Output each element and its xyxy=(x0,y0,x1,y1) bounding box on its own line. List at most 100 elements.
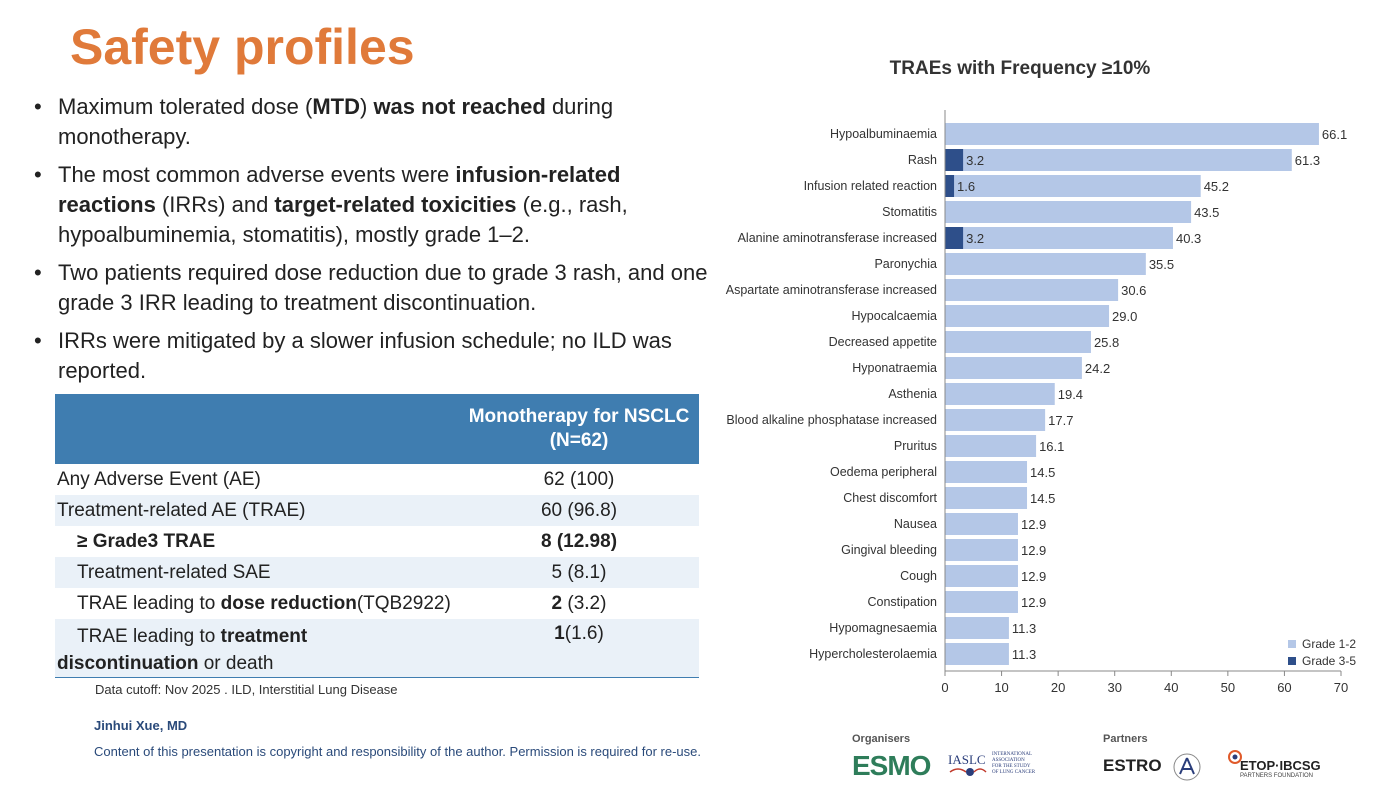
category-label: Gingival bleeding xyxy=(841,543,937,557)
bullet-dose-reduction: Two patients required dose reduction due… xyxy=(30,258,710,318)
table-row: Treatment-related SAE 5 (8.1) xyxy=(55,557,699,588)
category-label: Oedema peripheral xyxy=(830,465,937,479)
bar-inner-label: 1.6 xyxy=(957,179,975,194)
data-label: 30.6 xyxy=(1121,283,1146,298)
bar-grade-1-2 xyxy=(945,123,1319,145)
bar-grade-1-2 xyxy=(945,591,1018,613)
bar-grade-1-2 xyxy=(945,487,1028,509)
table-row: TRAE leading to dose reduction(TQB2922) … xyxy=(55,588,699,619)
data-label: 24.2 xyxy=(1085,361,1110,376)
bar-grade-1-2 xyxy=(945,253,1146,275)
row-label: Treatment-related AE (TRAE) xyxy=(55,495,459,526)
bar-grade-1-2 xyxy=(945,175,1201,197)
data-label: 40.3 xyxy=(1176,231,1201,246)
row-label: Any Adverse Event (AE) xyxy=(57,468,261,490)
etop-subtitle: PARTNERS FOUNDATION xyxy=(1240,773,1314,779)
data-label: 12.9 xyxy=(1021,595,1046,610)
data-label: 45.2 xyxy=(1204,179,1229,194)
legend-label: Grade 3-5 xyxy=(1302,654,1356,668)
category-label: Chest discomfort xyxy=(843,491,937,505)
iaslc-emblem-icon xyxy=(949,768,987,776)
data-label: 16.1 xyxy=(1039,439,1064,454)
category-label: Hypercholesterolaemia xyxy=(809,647,937,661)
data-label: 11.3 xyxy=(1012,647,1036,662)
data-label: 12.9 xyxy=(1021,569,1046,584)
row-value: 5 (8.1) xyxy=(459,557,699,588)
bar-grade-1-2 xyxy=(945,383,1055,405)
x-tick-label: 60 xyxy=(1277,680,1291,695)
esmo-logo: ESMO xyxy=(852,750,931,781)
data-label: 25.8 xyxy=(1094,335,1119,350)
category-label: Hyponatraemia xyxy=(852,361,937,375)
row-value: 1(1.6) xyxy=(459,619,699,678)
row-label: Treatment-related SAE xyxy=(55,557,459,588)
category-label: Infusion related reaction xyxy=(804,179,937,193)
data-label: 61.3 xyxy=(1295,153,1320,168)
data-label: 35.5 xyxy=(1149,257,1174,272)
bar-grade-1-2 xyxy=(945,331,1091,353)
bar-grade-1-2 xyxy=(945,149,1292,171)
category-label: Hypoalbuminaemia xyxy=(830,127,937,141)
category-label: Hypocalcaemia xyxy=(852,309,938,323)
adverse-event-table: Monotherapy for NSCLC (N=62) Any Adverse … xyxy=(55,394,699,678)
data-label: 14.5 xyxy=(1030,465,1055,480)
data-label: 66.1 xyxy=(1322,127,1347,142)
bar-grade-1-2 xyxy=(945,513,1018,535)
bar-grade-3-5 xyxy=(945,227,964,249)
x-tick-label: 50 xyxy=(1221,680,1235,695)
row-label: ≥ Grade3 TRAE xyxy=(77,530,216,552)
data-label: 43.5 xyxy=(1194,205,1219,220)
bar-grade-1-2 xyxy=(945,461,1028,483)
bar-grade-1-2 xyxy=(945,357,1082,379)
bar-grade-3-5 xyxy=(945,175,955,197)
etop-logo-icon xyxy=(1228,750,1242,764)
category-label: Aspartate aminotransferase increased xyxy=(726,283,937,297)
bar-grade-1-2 xyxy=(945,643,1009,665)
data-label: 11.3 xyxy=(1012,621,1036,636)
bar-grade-3-5 xyxy=(945,149,964,171)
table-header-empty xyxy=(55,394,459,464)
category-label: Rash xyxy=(908,153,937,167)
etop-logo: ETOP·IBCSG xyxy=(1240,758,1321,773)
category-label: Decreased appetite xyxy=(829,335,937,349)
bullet-mtd: Maximum tolerated dose (MTD) was not rea… xyxy=(30,92,710,152)
partner-emblem-icon xyxy=(1173,753,1201,781)
data-label: 14.5 xyxy=(1030,491,1055,506)
data-label: 12.9 xyxy=(1021,543,1046,558)
bullet-list: Maximum tolerated dose (MTD) was not rea… xyxy=(30,92,710,394)
partners-label: Partners xyxy=(1103,733,1148,745)
bar-grade-1-2 xyxy=(945,227,1173,249)
x-tick-label: 0 xyxy=(941,680,948,695)
table-row: Treatment-related AE (TRAE) 60 (96.8) xyxy=(55,495,699,526)
legend-swatch xyxy=(1288,657,1296,665)
data-label: 12.9 xyxy=(1021,517,1046,532)
bar-grade-1-2 xyxy=(945,305,1110,327)
bar-grade-1-2 xyxy=(945,279,1119,301)
bullet-adverse-events: The most common adverse events were infu… xyxy=(30,160,710,250)
legend-swatch xyxy=(1288,640,1296,648)
category-label: Stomatitis xyxy=(882,205,937,219)
x-tick-label: 10 xyxy=(994,680,1008,695)
category-label: Hypomagnesaemia xyxy=(829,621,937,635)
row-label: TRAE leading to treatment discontinuation… xyxy=(55,619,459,678)
bar-grade-1-2 xyxy=(945,565,1018,587)
bar-grade-1-2 xyxy=(945,201,1192,223)
row-value: 62 (100) xyxy=(543,468,615,490)
x-tick-label: 40 xyxy=(1164,680,1178,695)
iaslc-logo: IASLC INTERNATIONAL ASSOCIATION FOR THE … xyxy=(948,752,1035,775)
bar-grade-1-2 xyxy=(945,435,1037,457)
chart-title: TRAEs with Frequency ≥10% xyxy=(889,58,1151,79)
table-header-monotherapy: Monotherapy for NSCLC (N=62) xyxy=(459,394,699,464)
organisers-label: Organisers xyxy=(852,733,911,745)
bar-inner-label: 3.2 xyxy=(966,153,984,168)
bar-grade-1-2 xyxy=(945,617,1009,639)
category-label: Pruritus xyxy=(894,439,937,453)
iaslc-subtitle: INTERNATIONAL ASSOCIATION FOR THE STUDY … xyxy=(992,752,1036,775)
data-cutoff-note: Data cutoff: Nov 2025 . ILD, Interstitia… xyxy=(95,682,398,697)
category-label: Cough xyxy=(900,569,937,583)
legend-label: Grade 1-2 xyxy=(1302,637,1356,651)
data-label: 17.7 xyxy=(1048,413,1073,428)
data-label: 29.0 xyxy=(1112,309,1137,324)
author-name: Jinhui Xue, MD xyxy=(94,718,188,733)
page-title: Safety profiles xyxy=(70,19,415,75)
